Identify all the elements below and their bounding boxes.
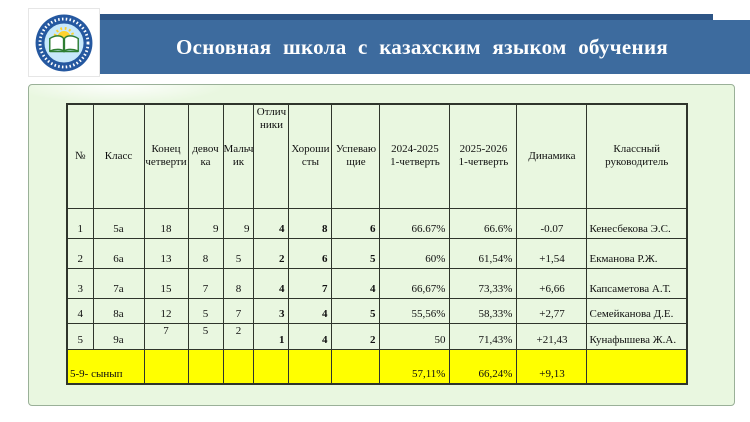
title-banner: Основная школа с казахским языком обучен… bbox=[88, 20, 750, 74]
cell-2024-2025: 50 bbox=[379, 322, 451, 350]
col-header-2025-2026: 2025-2026 1-четверть bbox=[449, 103, 518, 209]
col-header-class: Класс bbox=[92, 103, 145, 209]
cell-number: 2 bbox=[66, 237, 94, 269]
total-dynamics: +9,13 bbox=[516, 348, 588, 385]
total-excellent bbox=[253, 348, 290, 385]
cell-quarter-end: 7 bbox=[143, 322, 189, 350]
cell-boys: 2 bbox=[222, 322, 255, 350]
table-row-9a: 5 9а 7 5 2 1 4 2 50 71,43% +21,43 Кунафы… bbox=[66, 322, 688, 350]
cell-dynamics: +21,43 bbox=[516, 322, 588, 350]
cell-class: 6а bbox=[92, 237, 145, 269]
cell-excellent: 4 bbox=[253, 267, 290, 299]
results-table: № Класс Конец четверти девоч ка Мальч ик… bbox=[66, 103, 688, 385]
cell-class: 5а bbox=[92, 207, 145, 239]
total-good bbox=[288, 348, 333, 385]
slide-title: Основная школа с казахским языком обучен… bbox=[175, 34, 669, 59]
cell-2025-2026: 66.6% bbox=[449, 207, 518, 239]
cell-2025-2026: 61,54% bbox=[449, 237, 518, 269]
cell-quarter-end: 18 bbox=[143, 207, 189, 239]
cell-girls: 5 bbox=[187, 322, 224, 350]
total-boys bbox=[222, 348, 255, 385]
cell-2024-2025: 66.67% bbox=[379, 207, 451, 239]
cell-passing: 5 bbox=[331, 297, 381, 324]
col-header-boys: Мальч ик bbox=[222, 103, 255, 209]
cell-dynamics: +6,66 bbox=[516, 267, 588, 299]
cell-2024-2025: 66,67% bbox=[379, 267, 451, 299]
table-total-row: 5-9- сынып 57,11% 66,24% +9,13 bbox=[66, 348, 688, 385]
cell-quarter-end: 13 bbox=[143, 237, 189, 269]
cell-excellent: 1 bbox=[253, 322, 290, 350]
col-header-girls: девоч ка bbox=[187, 103, 224, 209]
cell-boys: 8 bbox=[222, 267, 255, 299]
total-label: 5-9- сынып bbox=[66, 348, 145, 385]
cell-excellent: 3 bbox=[253, 297, 290, 324]
cell-2024-2025: 60% bbox=[379, 237, 451, 269]
table-row-5a: 1 5а 18 9 9 4 8 6 66.67% 66.6% -0.07 Кен… bbox=[66, 207, 688, 239]
col-header-2024-2025: 2024-2025 1-четверть bbox=[379, 103, 451, 209]
table-row-8a: 4 8а 12 5 7 3 4 5 55,56% 58,33% +2,77 Се… bbox=[66, 297, 688, 324]
cell-2025-2026: 73,33% bbox=[449, 267, 518, 299]
cell-class: 8а bbox=[92, 297, 145, 324]
cell-number: 5 bbox=[66, 322, 94, 350]
cell-girls: 8 bbox=[187, 237, 224, 269]
cell-passing: 6 bbox=[331, 207, 381, 239]
cell-girls: 9 bbox=[187, 207, 224, 239]
cell-dynamics: +1,54 bbox=[516, 237, 588, 269]
col-header-dynamics: Динамика bbox=[516, 103, 588, 209]
total-girls bbox=[187, 348, 224, 385]
col-header-teacher: Классный руководитель bbox=[586, 103, 688, 209]
banner-top-edge bbox=[88, 14, 713, 22]
col-header-passing: Успеваю щие bbox=[331, 103, 381, 209]
col-header-quarter-end: Конец четверти bbox=[143, 103, 189, 209]
table-header-row: № Класс Конец четверти девоч ка Мальч ик… bbox=[66, 103, 688, 209]
cell-passing: 2 bbox=[331, 322, 381, 350]
cell-number: 4 bbox=[66, 297, 94, 324]
total-teacher bbox=[586, 348, 688, 385]
cell-class: 9а bbox=[92, 322, 145, 350]
school-logo bbox=[28, 8, 100, 77]
cell-good: 6 bbox=[288, 237, 333, 269]
col-header-good: Хороши сты bbox=[288, 103, 333, 209]
cell-class: 7а bbox=[92, 267, 145, 299]
cell-boys: 7 bbox=[222, 297, 255, 324]
cell-excellent: 4 bbox=[253, 207, 290, 239]
cell-number: 1 bbox=[66, 207, 94, 239]
cell-girls: 7 bbox=[187, 267, 224, 299]
cell-good: 4 bbox=[288, 297, 333, 324]
cell-teacher: Капсаметова А.Т. bbox=[586, 267, 688, 299]
col-header-excellent: Отлич ники bbox=[253, 103, 290, 209]
cell-passing: 4 bbox=[331, 267, 381, 299]
cell-teacher: Семейканова Д.Е. bbox=[586, 297, 688, 324]
cell-quarter-end: 15 bbox=[143, 267, 189, 299]
open-book-sun-emblem-icon bbox=[35, 14, 93, 71]
cell-boys: 5 bbox=[222, 237, 255, 269]
table-row-7a: 3 7а 15 7 8 4 7 4 66,67% 73,33% +6,66 Ка… bbox=[66, 267, 688, 299]
cell-2024-2025: 55,56% bbox=[379, 297, 451, 324]
col-header-number: № bbox=[66, 103, 94, 209]
cell-teacher: Кенесбекова Э.С. bbox=[586, 207, 688, 239]
cell-good: 8 bbox=[288, 207, 333, 239]
table-row-6a: 2 6а 13 8 5 2 6 5 60% 61,54% +1,54 Екман… bbox=[66, 237, 688, 269]
total-2025-2026: 66,24% bbox=[449, 348, 518, 385]
cell-2025-2026: 71,43% bbox=[449, 322, 518, 350]
cell-number: 3 bbox=[66, 267, 94, 299]
cell-passing: 5 bbox=[331, 237, 381, 269]
cell-good: 7 bbox=[288, 267, 333, 299]
cell-girls: 5 bbox=[187, 297, 224, 324]
total-quarter-end bbox=[143, 348, 189, 385]
cell-good: 4 bbox=[288, 322, 333, 350]
cell-teacher: Кунафышева Ж.А. bbox=[586, 322, 688, 350]
cell-dynamics: -0.07 bbox=[516, 207, 588, 239]
cell-quarter-end: 12 bbox=[143, 297, 189, 324]
cell-teacher: Екманова Р.Ж. bbox=[586, 237, 688, 269]
cell-excellent: 2 bbox=[253, 237, 290, 269]
cell-2025-2026: 58,33% bbox=[449, 297, 518, 324]
cell-boys: 9 bbox=[222, 207, 255, 239]
cell-dynamics: +2,77 bbox=[516, 297, 588, 324]
total-passing bbox=[331, 348, 381, 385]
total-2024-2025: 57,11% bbox=[379, 348, 451, 385]
